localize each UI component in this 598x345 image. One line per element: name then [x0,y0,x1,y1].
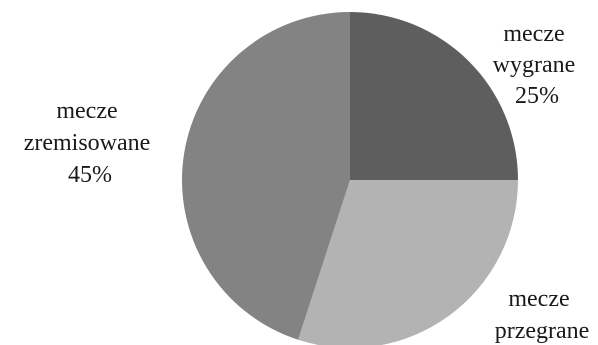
slice-przegrane [298,180,518,345]
label-zremisowane-line-2: zremisowane [24,130,151,156]
label-wygrane-line-1: mecze [503,21,564,47]
slice-labels: mecze wygrane 25% mecze zremisowane 45% … [24,21,590,344]
label-wygrane-line-3: 25% [515,83,559,109]
slice-zremisowane [182,12,350,340]
label-wygrane: mecze wygrane 25% [493,21,582,109]
label-zremisowane-line-3: 45% [68,162,112,188]
slice-wygrane [350,12,518,180]
label-przegrane-line-2: przegrane [495,318,590,344]
label-zremisowane: mecze zremisowane 45% [24,98,157,188]
pie-slices [182,12,518,345]
label-przegrane: mecze przegrane [495,286,590,344]
label-wygrane-line-2: wygrane [493,52,576,78]
label-przegrane-line-1: mecze [508,286,569,312]
label-zremisowane-line-1: mecze [56,98,117,124]
